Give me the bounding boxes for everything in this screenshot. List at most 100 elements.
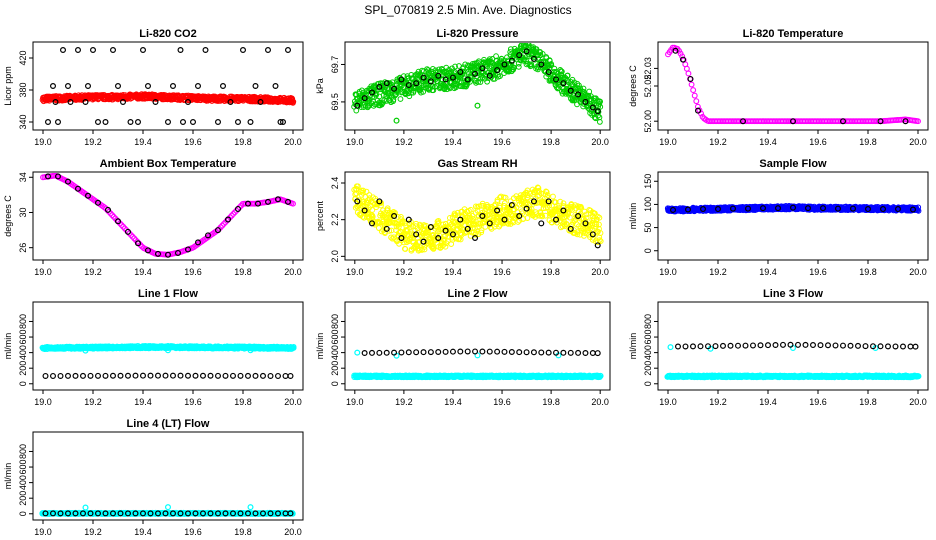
x-tick-label: 19.0 <box>659 267 677 277</box>
data-point <box>185 372 192 379</box>
data-point <box>501 216 508 223</box>
data-point <box>82 98 89 105</box>
data-point <box>376 198 383 205</box>
data-point <box>669 206 676 213</box>
plot-area <box>39 46 297 125</box>
data-point <box>277 118 284 125</box>
data-point <box>110 213 117 220</box>
data-point <box>449 65 455 72</box>
data-point <box>909 206 916 213</box>
data-point <box>685 70 692 77</box>
data-point <box>597 238 604 245</box>
data-point <box>391 213 398 220</box>
chart-title: Li-820 Temperature <box>743 28 844 40</box>
data-point <box>420 238 427 245</box>
series-blue-0 <box>664 203 922 215</box>
data-point <box>441 86 448 93</box>
y-tick-label: 50 <box>643 223 653 233</box>
data-point <box>280 118 287 125</box>
y-axis-label: ml/min <box>3 333 13 360</box>
data-point <box>539 51 546 57</box>
data-point <box>265 46 272 53</box>
data-point <box>691 92 698 99</box>
data-point <box>225 216 232 223</box>
data-point <box>478 227 485 234</box>
data-point <box>49 82 56 89</box>
data-point <box>583 214 590 221</box>
data-point <box>596 214 603 221</box>
data-point <box>421 244 428 250</box>
data-point <box>714 206 721 213</box>
series-magenta-0 <box>665 44 921 125</box>
series-cyan-1 <box>82 347 254 354</box>
data-point <box>436 66 442 73</box>
data-point <box>368 89 375 96</box>
data-point <box>479 68 486 75</box>
x-tick-label: 19.8 <box>234 267 252 277</box>
chart-title: Li-820 CO2 <box>139 28 196 40</box>
data-point <box>397 96 404 102</box>
x-tick-label: 19.4 <box>444 267 462 277</box>
x-tick-label: 19.6 <box>493 137 511 147</box>
x-tick-label: 19.2 <box>395 137 413 147</box>
data-point <box>114 82 121 89</box>
y-tick-label: 200 <box>18 361 28 376</box>
data-point <box>393 223 400 230</box>
data-point <box>530 198 537 205</box>
x-tick-label: 20.0 <box>284 267 302 277</box>
data-point <box>530 55 537 62</box>
data-point <box>508 57 515 64</box>
data-point <box>267 372 274 379</box>
data-point <box>236 204 243 211</box>
data-point <box>398 76 405 83</box>
data-point <box>230 211 237 217</box>
data-point <box>220 220 227 227</box>
data-point <box>524 187 531 194</box>
data-point <box>52 98 59 105</box>
x-tick-label: 19.0 <box>34 397 52 407</box>
series-black-1 <box>44 173 292 258</box>
data-point <box>467 206 474 213</box>
x-tick-label: 19.8 <box>234 397 252 407</box>
data-point <box>392 209 398 216</box>
data-point <box>451 81 458 88</box>
y-tick-label: 52.02 <box>643 75 653 98</box>
data-point <box>849 205 856 212</box>
data-point <box>360 187 367 194</box>
plot-area <box>351 348 604 381</box>
data-point <box>381 86 388 93</box>
data-point <box>442 76 449 83</box>
plot-frame <box>344 41 611 131</box>
data-point <box>684 206 691 213</box>
data-point <box>789 204 796 211</box>
y-tick-label: 69.7 <box>330 56 340 74</box>
y-tick-label: 52.03 <box>643 57 653 80</box>
data-point <box>550 193 556 200</box>
x-tick-label: 19.0 <box>346 137 364 147</box>
data-point <box>219 222 226 229</box>
data-point <box>180 118 187 125</box>
data-point <box>119 98 126 105</box>
data-point <box>109 212 116 219</box>
y-tick-label: 2.0 <box>330 250 340 263</box>
data-point <box>729 205 736 212</box>
data-point <box>121 225 128 232</box>
data-point <box>589 104 596 111</box>
data-point <box>227 98 234 105</box>
data-point <box>694 107 701 114</box>
data-point <box>285 46 292 53</box>
data-point <box>429 244 435 251</box>
data-point <box>524 215 531 221</box>
data-point <box>289 98 296 105</box>
plot-frame <box>32 41 304 131</box>
data-point <box>393 91 399 98</box>
data-point <box>494 198 501 205</box>
plot-area <box>39 343 297 379</box>
plot-frame <box>32 301 304 391</box>
data-point <box>59 46 66 53</box>
data-point <box>522 199 529 206</box>
data-point <box>413 231 420 238</box>
data-point <box>558 215 565 221</box>
